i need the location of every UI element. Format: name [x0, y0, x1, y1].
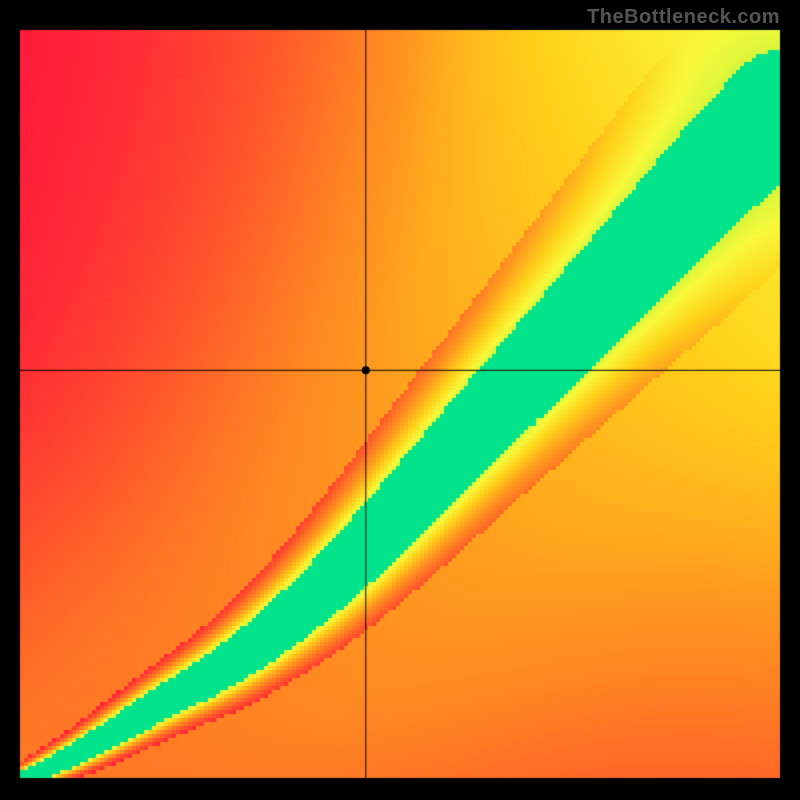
watermark-text: TheBottleneck.com: [587, 6, 780, 29]
chart-container: TheBottleneck.com: [0, 0, 800, 800]
bottleneck-heatmap: [0, 0, 800, 800]
